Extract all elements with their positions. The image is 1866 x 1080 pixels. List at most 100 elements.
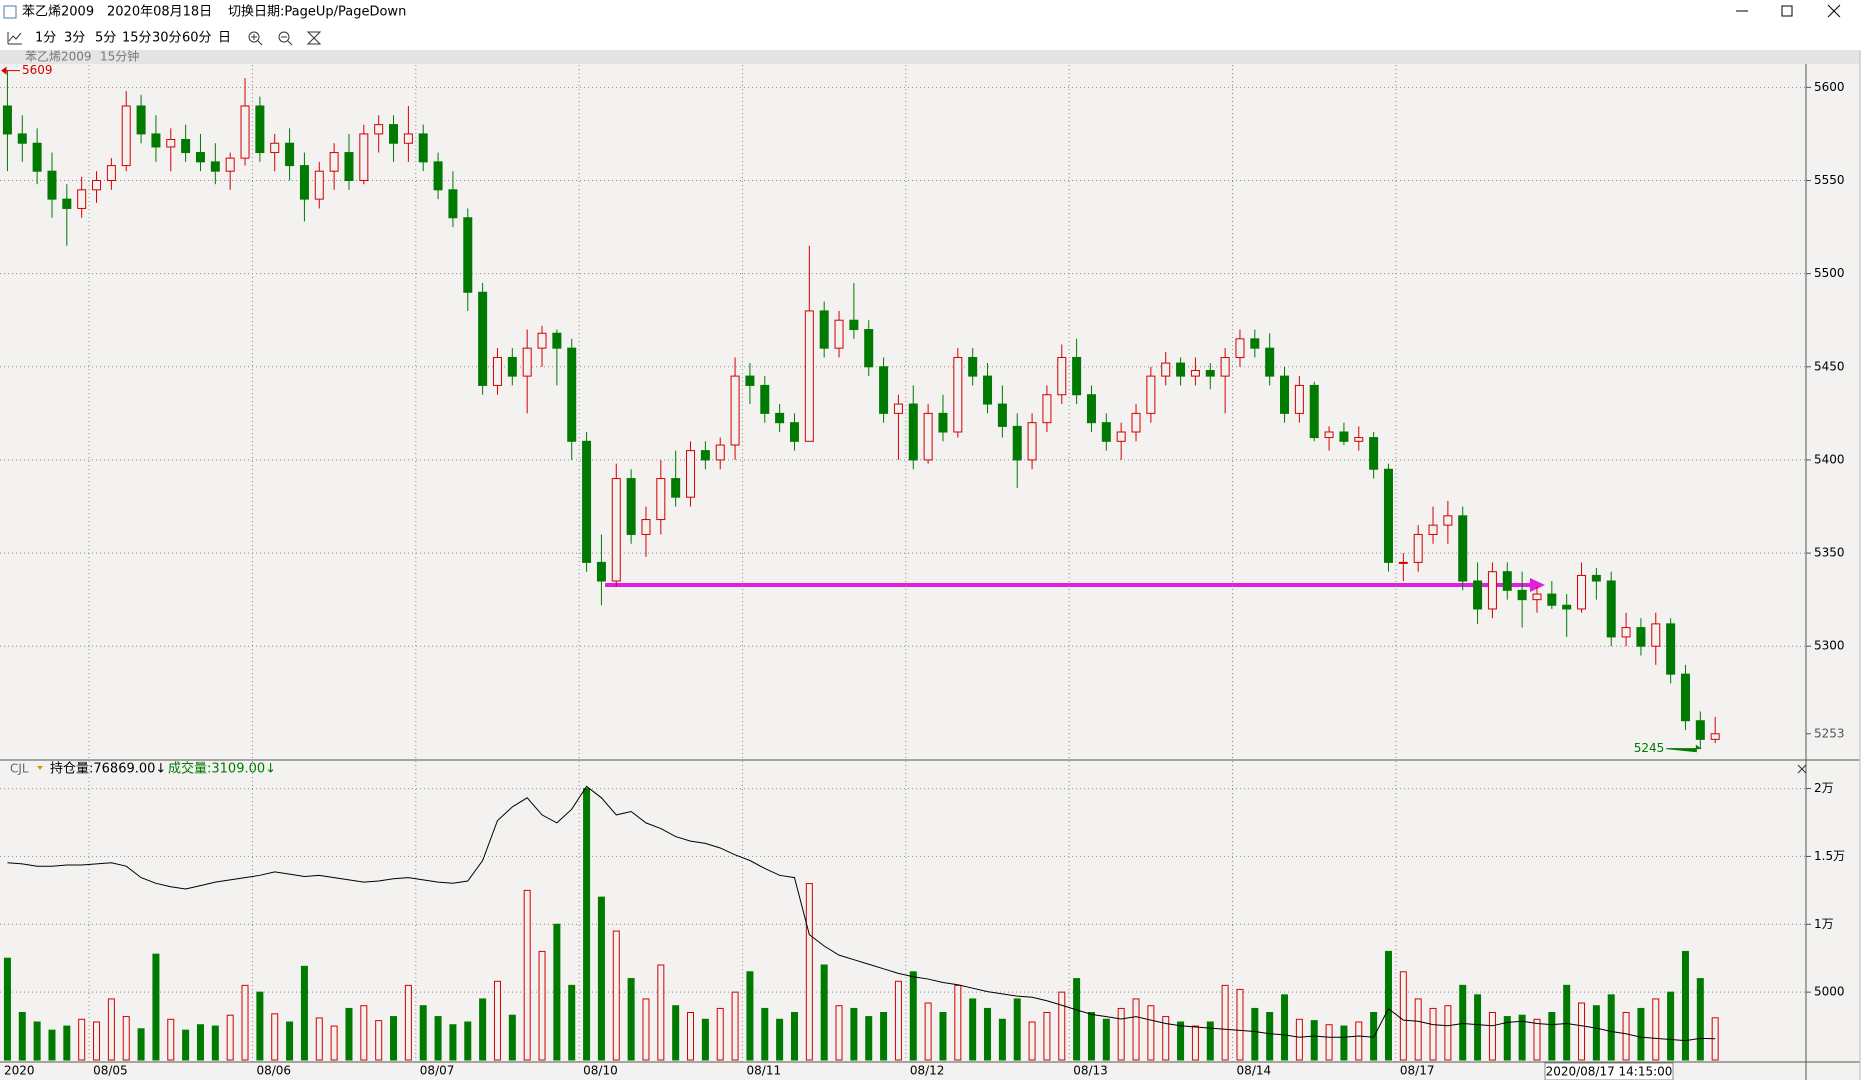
volume-bar (1518, 1014, 1526, 1061)
volume-bar (1429, 1007, 1437, 1061)
period-button[interactable]: 3分 (64, 31, 85, 46)
volume-bar (1533, 1018, 1541, 1061)
volume-bar (1563, 984, 1571, 1061)
close[interactable] (1827, 4, 1841, 18)
volume-bar (1667, 991, 1675, 1061)
volume-bar (642, 998, 650, 1061)
volume-bar (716, 1007, 724, 1061)
candle-body (1369, 437, 1379, 470)
volume-bar (241, 984, 249, 1061)
candle-body (478, 291, 488, 386)
zoom-icons[interactable] (248, 31, 322, 46)
volume-bar (568, 984, 576, 1061)
subheader-bg (0, 50, 1860, 64)
volume-bar (1592, 1005, 1600, 1061)
volume-bar (196, 1024, 204, 1061)
candle-body (849, 319, 859, 331)
volume-bar (93, 1021, 101, 1061)
candle-body (1680, 673, 1690, 722)
period-button[interactable]: 1分 (35, 31, 56, 46)
candle-body (1577, 574, 1587, 610)
volume-bar (612, 930, 620, 1061)
candle-body (1621, 627, 1631, 638)
dropdown[interactable] (37, 766, 43, 770)
candle-body (1383, 468, 1393, 563)
volume-bar (1607, 994, 1615, 1061)
volume-bar (345, 1007, 353, 1061)
volume-bar (315, 1017, 323, 1061)
candle-body (611, 478, 621, 582)
high-label: 5609 (22, 63, 53, 77)
volume-bar (1652, 998, 1660, 1061)
x-tick-label: 2020 (4, 1064, 35, 1078)
volume-bar (583, 788, 591, 1061)
candle-body (552, 332, 562, 349)
volume-bar (1073, 978, 1081, 1061)
chart-icon[interactable] (7, 32, 22, 45)
period-button[interactable]: 30分 (152, 31, 182, 46)
volume-bar (300, 965, 308, 1061)
sub-period: 15分钟 (100, 49, 139, 64)
volume-bar (479, 998, 487, 1061)
x-tick-label: 08/17 (1400, 1064, 1435, 1078)
candle-body (1161, 362, 1171, 377)
candle-body (834, 319, 844, 349)
candle-body (1532, 593, 1542, 601)
candle-body (1072, 356, 1082, 396)
volume-bar (909, 971, 917, 1061)
candle-body (1413, 533, 1423, 563)
period-button[interactable]: 15分 (122, 31, 152, 46)
candle-body (1146, 375, 1156, 414)
volume-bar (835, 1005, 843, 1061)
candle-body (2, 105, 12, 135)
candle-body (1591, 574, 1601, 582)
candle-body (17, 133, 27, 144)
period-button[interactable]: 60分 (182, 31, 212, 46)
volume-bar (1162, 1016, 1170, 1061)
candle-body (745, 375, 755, 386)
period-button[interactable]: 5分 (95, 31, 116, 46)
candle-body (32, 142, 42, 172)
panel-close[interactable] (1797, 764, 1807, 774)
candle-body (1042, 394, 1052, 424)
candle-body (1517, 589, 1527, 601)
candle-body (463, 217, 473, 293)
volume-bar (1132, 998, 1140, 1061)
volume-bar (969, 998, 977, 1061)
candle-body (1176, 362, 1186, 377)
candle-body (106, 165, 116, 181)
y-tick-label: 5550 (1814, 173, 1845, 187)
volume-bar (211, 1025, 219, 1061)
volume-bar (731, 991, 739, 1061)
volume-bar (182, 1029, 190, 1061)
volume-bar (657, 964, 665, 1061)
candle-body (359, 133, 369, 181)
volume-bar (375, 1020, 383, 1061)
volume-bar (122, 1016, 130, 1061)
volume-title: CJL (10, 762, 29, 776)
candle-body (181, 139, 191, 154)
volume-bar (850, 1007, 858, 1061)
volume-bar (776, 1018, 784, 1061)
volume-bar (894, 980, 902, 1061)
candle-body (121, 105, 131, 167)
y-tick-label: 2万 (1814, 781, 1834, 795)
symbol: 苯乙烯2009 (22, 5, 94, 20)
volume-bar (672, 1005, 680, 1061)
date: 2020年08月18日 (107, 5, 212, 20)
volume-bar (419, 1005, 427, 1061)
volume-bar (1102, 1018, 1110, 1061)
candle-body (760, 384, 770, 414)
restore[interactable] (1781, 5, 1793, 17)
candle-body (1710, 733, 1720, 740)
candle-body (1458, 515, 1468, 582)
volume-bar (493, 980, 501, 1061)
period-button[interactable]: 日 (218, 31, 231, 46)
volume-bar (1281, 994, 1289, 1061)
y-tick-label: 5350 (1814, 546, 1845, 560)
y-tick-label: 5300 (1814, 639, 1845, 653)
candle-body (166, 139, 176, 148)
x-tick-label: 08/07 (420, 1064, 455, 1078)
volume-bar (1340, 1025, 1348, 1061)
